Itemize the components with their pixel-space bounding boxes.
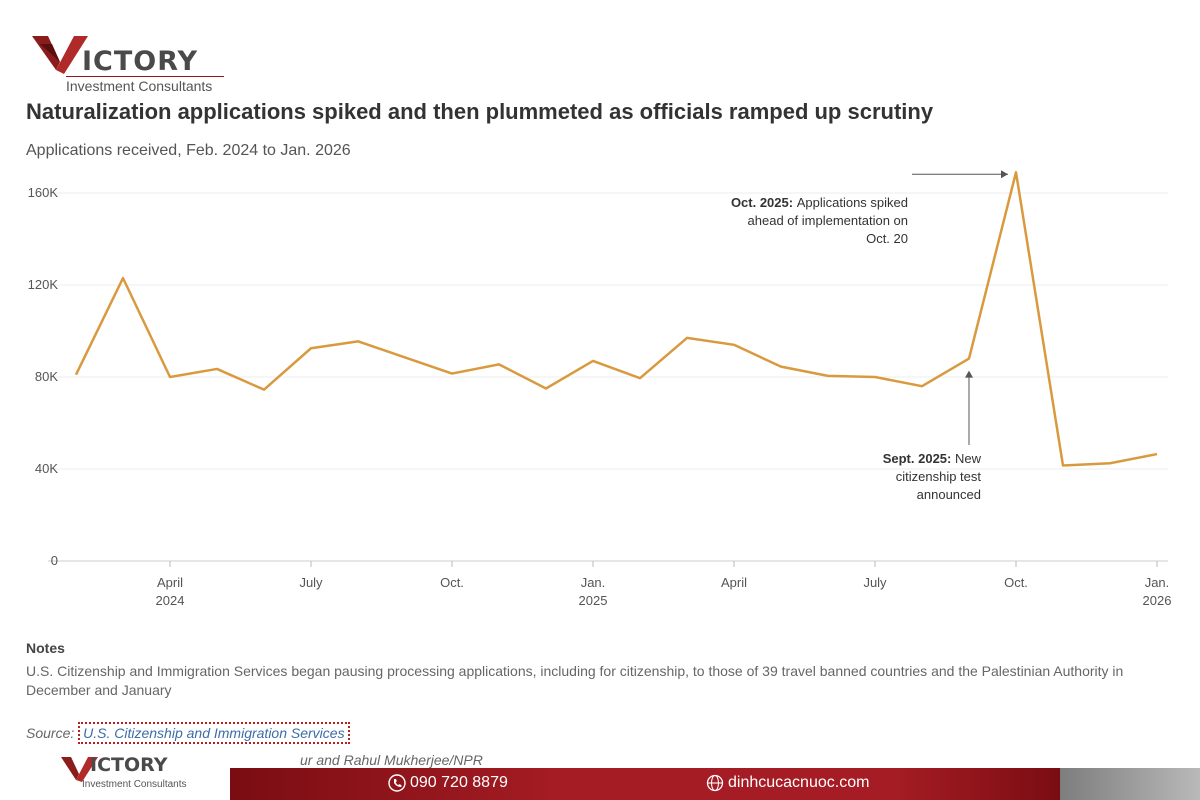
- chart-title: Naturalization applications spiked and t…: [26, 99, 934, 124]
- footer-brand-name: ICTORY: [90, 754, 168, 776]
- footer-bar: ICTORY Investment Consultants 090 720 88…: [0, 748, 1200, 800]
- x-tick-label: Jan.: [581, 575, 606, 590]
- notes-heading: Notes: [26, 640, 65, 656]
- footer-phone-number: 090 720 8879: [410, 774, 508, 792]
- y-tick-label: 160K: [28, 185, 59, 200]
- source-label: Source:: [26, 725, 75, 741]
- x-tick-label: Jan.: [1145, 575, 1170, 590]
- footer-website-url: dinhcucacnuoc.com: [728, 774, 870, 792]
- footer-phone[interactable]: 090 720 8879: [388, 774, 508, 792]
- footer-v-logo-icon: [61, 757, 98, 782]
- x-tick-label: Oct.: [1004, 575, 1028, 590]
- footer-grey-band: [1060, 768, 1200, 800]
- line-chart: 0 40K 80K 120K 160K April 2024 July Oct. Jan. 2025…: [28, 170, 1172, 608]
- chart-subtitle: Applications received, Feb. 2024 to Jan.…: [26, 142, 351, 159]
- x-tick-label: Oct.: [440, 575, 464, 590]
- x-tick-label: July: [299, 575, 323, 590]
- x-tick-year-label: 2026: [1143, 593, 1172, 608]
- x-tick-label: July: [863, 575, 887, 590]
- footer-logo: ICTORY Investment Consultants: [60, 754, 210, 798]
- annotation-arrow-head: [1001, 170, 1008, 179]
- y-tick-label: 40K: [35, 461, 58, 476]
- footer-red-band: [230, 768, 1060, 800]
- x-tick-label: April: [721, 575, 747, 590]
- phone-icon: [388, 774, 406, 792]
- series-line: [74, 171, 1158, 467]
- brand-tagline: Investment Consultants: [66, 76, 224, 94]
- brand-logo: ICTORY Investment Consultants: [30, 32, 230, 94]
- victory-v-logo-icon: [32, 36, 88, 74]
- y-tick-label: 120K: [28, 277, 59, 292]
- annotation-oct-2025: Oct. 2025: Applications spiked: [731, 195, 908, 210]
- annotation-arrow-head: [965, 370, 973, 378]
- annotation-sept-2025-line: announced: [917, 487, 981, 502]
- x-tick-label: April: [157, 575, 183, 590]
- y-tick-label: 80K: [35, 369, 58, 384]
- annotation-sept-2025: Sept. 2025: New: [883, 451, 982, 466]
- credit-line: ur and Rahul Mukherjee/NPR: [300, 752, 483, 768]
- annotation-sept-2025-line: citizenship test: [896, 469, 982, 484]
- globe-icon: [706, 774, 724, 792]
- x-tick-year-label: 2024: [156, 593, 185, 608]
- annotation-oct-2025-line: Oct. 20: [866, 231, 908, 246]
- notes-section: Notes U.S. Citizenship and Immigration S…: [26, 640, 1176, 700]
- footer-brand-tagline: Investment Consultants: [82, 779, 187, 790]
- notes-body: U.S. Citizenship and Immigration Service…: [26, 663, 1124, 698]
- annotation-oct-2025-line: ahead of implementation on: [748, 213, 908, 228]
- footer-website[interactable]: dinhcucacnuoc.com: [706, 774, 869, 792]
- source-link[interactable]: U.S. Citizenship and Immigration Service…: [78, 722, 350, 744]
- y-tick-label: 0: [51, 553, 58, 568]
- source-line: Source: U.S. Citizenship and Immigration…: [26, 722, 350, 744]
- brand-name: ICTORY: [82, 46, 199, 77]
- x-tick-year-label: 2025: [579, 593, 608, 608]
